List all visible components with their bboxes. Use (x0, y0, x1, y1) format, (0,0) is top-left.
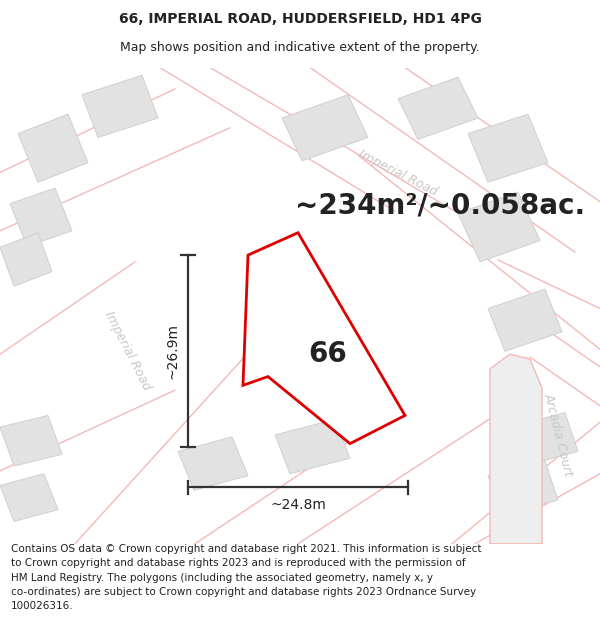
Text: ~26.9m: ~26.9m (165, 323, 179, 379)
Polygon shape (458, 192, 540, 262)
Polygon shape (252, 272, 318, 342)
Polygon shape (0, 232, 52, 286)
Text: ~24.8m: ~24.8m (270, 498, 326, 512)
Polygon shape (0, 474, 58, 521)
Polygon shape (0, 416, 62, 466)
Polygon shape (398, 78, 478, 139)
Polygon shape (275, 419, 350, 474)
Polygon shape (243, 232, 405, 444)
Polygon shape (490, 354, 542, 544)
Polygon shape (468, 114, 548, 182)
Polygon shape (488, 461, 558, 514)
Text: 66: 66 (308, 340, 347, 368)
Polygon shape (18, 114, 88, 182)
Text: Imperial Road: Imperial Road (103, 309, 154, 393)
Polygon shape (10, 188, 72, 246)
Text: Contains OS data © Crown copyright and database right 2021. This information is : Contains OS data © Crown copyright and d… (11, 544, 481, 611)
Text: 66, IMPERIAL ROAD, HUDDERSFIELD, HD1 4PG: 66, IMPERIAL ROAD, HUDDERSFIELD, HD1 4PG (119, 12, 481, 26)
Polygon shape (282, 95, 368, 161)
Polygon shape (488, 289, 562, 351)
Polygon shape (82, 75, 158, 138)
Text: Map shows position and indicative extent of the property.: Map shows position and indicative extent… (120, 41, 480, 54)
Text: Arcadia Court: Arcadia Court (541, 392, 575, 478)
Polygon shape (178, 437, 248, 490)
Polygon shape (518, 412, 578, 464)
Text: Imperial Road: Imperial Road (356, 147, 440, 198)
Text: ~234m²/~0.058ac.: ~234m²/~0.058ac. (295, 191, 585, 219)
